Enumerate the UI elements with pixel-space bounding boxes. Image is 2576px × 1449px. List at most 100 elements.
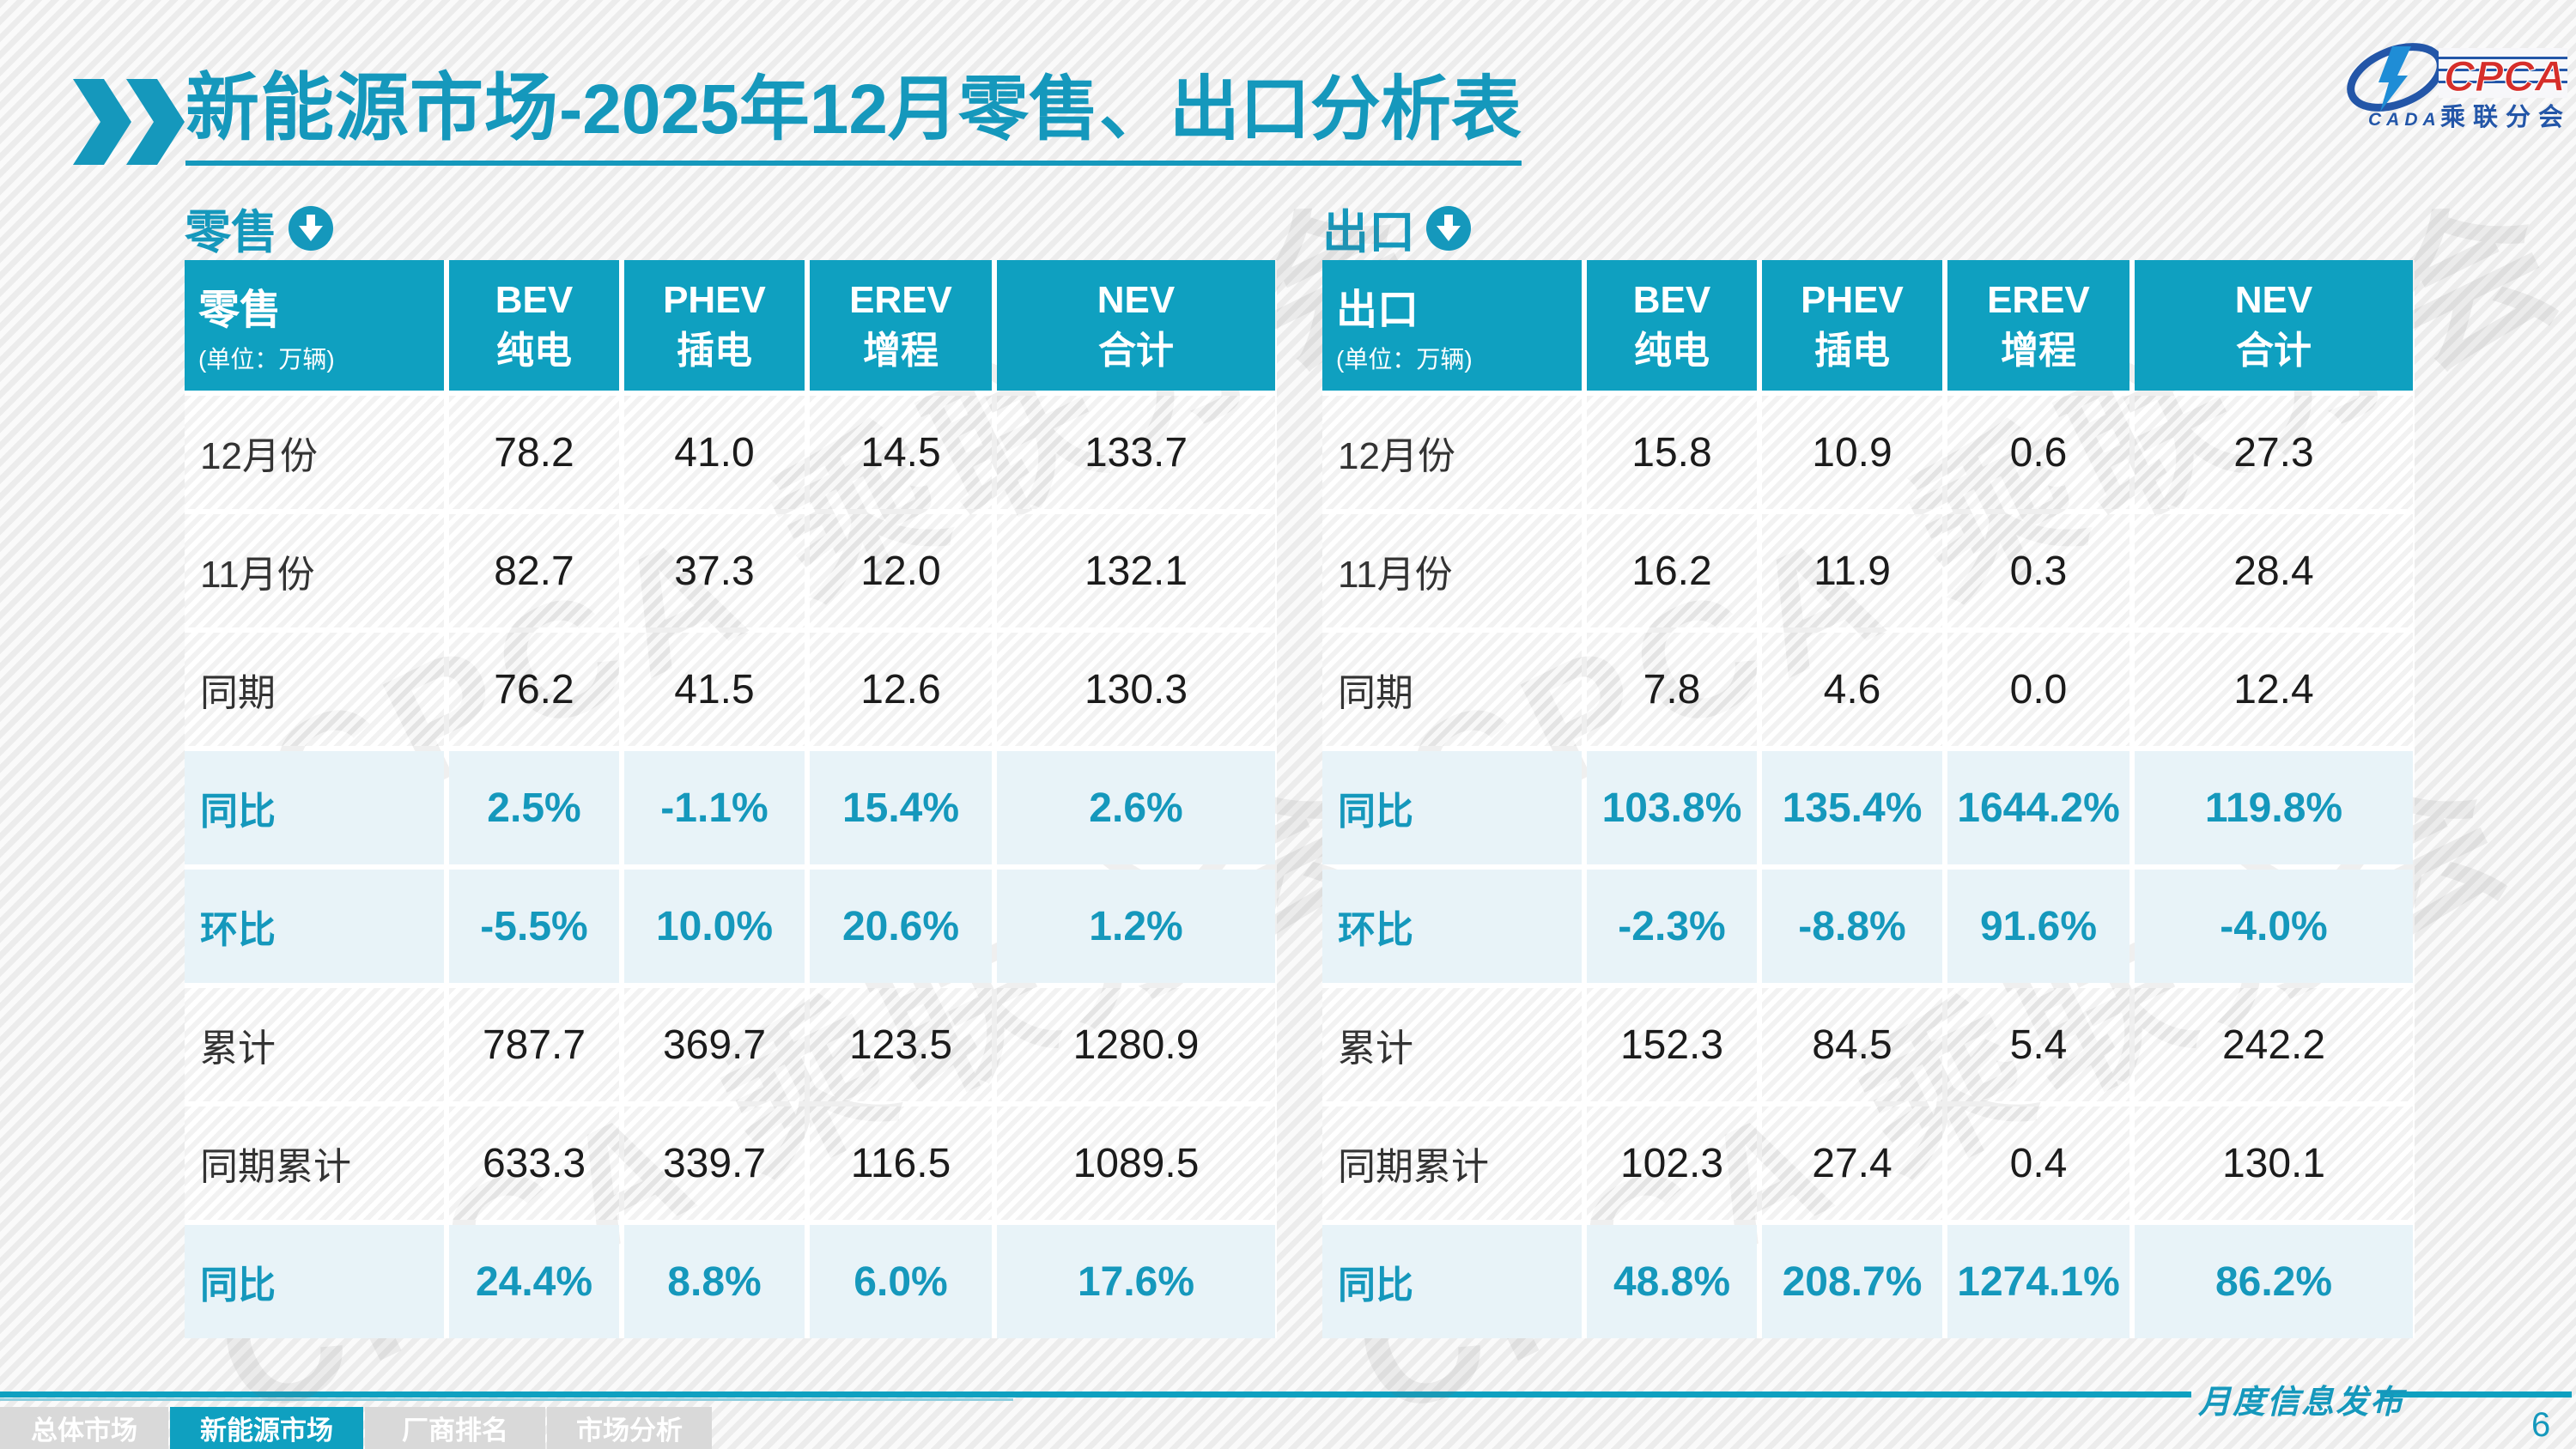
table-cell: 1.2%: [997, 870, 1275, 983]
table-cell: 135.4%: [1762, 751, 1942, 864]
table-row-label: 11月份: [1322, 514, 1582, 627]
column-header-line1: BEV: [1632, 278, 1711, 321]
cpca-label: CPCA: [2444, 52, 2566, 100]
column-header: PHEV 插电: [1762, 260, 1942, 391]
table-cell: 48.8%: [1587, 1225, 1757, 1338]
export-section-text: 出口: [1322, 207, 1415, 258]
table-cell: 339.7: [624, 1106, 805, 1220]
table-cell: 5.4: [1947, 988, 2129, 1101]
table-cell: 787.7: [449, 988, 619, 1101]
column-header-line2: 纯电: [1634, 330, 1710, 372]
table-header-unit: (单位：万辆): [198, 346, 335, 373]
table-cell: 27.3: [2135, 396, 2413, 509]
table-row-label: 累计: [1322, 988, 1582, 1101]
column-header-line1: PHEV: [663, 278, 766, 321]
table-cell: 0.0: [1947, 633, 2129, 746]
retail-section-label: 零售: [185, 194, 334, 262]
table-cell: 82.7: [449, 514, 619, 627]
column-header-line1: NEV: [1097, 278, 1176, 321]
table-cell: 12.4: [2135, 633, 2413, 746]
column-header: NEV 合计: [2135, 260, 2413, 391]
cada-label: CADA: [2368, 110, 2441, 130]
tab-3[interactable]: 市场分析: [547, 1407, 712, 1449]
table-cell: 28.4: [2135, 514, 2413, 627]
table-row-label: 12月份: [185, 396, 444, 509]
table-header-label: 零售 (单位：万辆): [185, 260, 444, 391]
footer-rule-left: [0, 1391, 2191, 1397]
table-cell: 41.0: [624, 396, 805, 509]
table-cell: 0.6: [1947, 396, 2129, 509]
column-header: EREV 增程: [810, 260, 992, 391]
table-cell: 15.8: [1587, 396, 1757, 509]
table-row-label: 同比: [185, 751, 444, 864]
table-cell: 1274.1%: [1947, 1225, 2129, 1338]
table-cell: 17.6%: [997, 1225, 1275, 1338]
table-header-unit: (单位：万辆): [1336, 346, 1473, 373]
table-cell: 4.6: [1762, 633, 1942, 746]
table-cell: 12.6: [810, 633, 992, 746]
table-cell: 2.6%: [997, 751, 1275, 864]
footer-rule-right: [2380, 1391, 2572, 1397]
table-cell: -2.3%: [1587, 870, 1757, 983]
table-cell: 24.4%: [449, 1225, 619, 1338]
column-header-line1: BEV: [495, 278, 574, 321]
down-arrow-icon: [1426, 205, 1471, 251]
down-arrow-icon: [289, 205, 333, 251]
column-header-line2: 增程: [2001, 330, 2076, 372]
table-header-title: 零售: [198, 288, 282, 333]
table-cell: 37.3: [624, 514, 805, 627]
table-cell: 91.6%: [1947, 870, 2129, 983]
column-header-line1: EREV: [1987, 278, 2090, 321]
column-header-line1: PHEV: [1801, 278, 1904, 321]
table-row-label: 同比: [1322, 1225, 1582, 1338]
table-cell: 10.0%: [624, 870, 805, 983]
cpca-subtitle: 乘联分会: [2440, 103, 2571, 131]
table-cell: 7.8: [1587, 633, 1757, 746]
column-header: NEV 合计: [997, 260, 1275, 391]
table-cell: 102.3: [1587, 1106, 1757, 1220]
table-cell: 11.9: [1762, 514, 1942, 627]
retail-table: CPCA 乘联分会CPCA 乘联分会零售(单位：万辆)BEV纯电PHEV插电ER…: [185, 162, 1455, 1449]
table-cell: 6.0%: [810, 1225, 992, 1338]
column-header-line2: 合计: [2236, 330, 2312, 372]
tab-1[interactable]: 新能源市场: [170, 1407, 363, 1449]
table-row-label: 同期累计: [1322, 1106, 1582, 1220]
tab-0[interactable]: 总体市场: [0, 1407, 168, 1449]
table-cell: 15.4%: [810, 751, 992, 864]
cpca-logo: CADA CPCA 乘联分会: [2347, 43, 2571, 131]
table-cell: 86.2%: [2135, 1225, 2413, 1338]
table-cell: 633.3: [449, 1106, 619, 1220]
table-row-label: 12月份: [1322, 396, 1582, 509]
table-cell: 1089.5: [997, 1106, 1275, 1220]
tab-2[interactable]: 厂商排名: [365, 1407, 545, 1449]
table-cell: 1280.9: [997, 988, 1275, 1101]
table-cell: 133.7: [997, 396, 1275, 509]
export-section-label: 出口: [1322, 194, 1472, 262]
footer-rule-sub: [0, 1398, 1013, 1401]
column-header: BEV 纯电: [449, 260, 619, 391]
column-header-line2: 合计: [1098, 330, 1174, 372]
table-cell: 84.5: [1762, 988, 1942, 1101]
table-cell: 27.4: [1762, 1106, 1942, 1220]
table-cell: 119.8%: [2135, 751, 2413, 864]
column-header: PHEV 插电: [624, 260, 805, 391]
table-cell: 16.2: [1587, 514, 1757, 627]
table-row-label: 11月份: [185, 514, 444, 627]
table-cell: 20.6%: [810, 870, 992, 983]
table-cell: 132.1: [997, 514, 1275, 627]
table-cell: -4.0%: [2135, 870, 2413, 983]
double-chevron-icon: [73, 79, 185, 165]
table-row-label: 同比: [1322, 751, 1582, 864]
table-cell: 12.0: [810, 514, 992, 627]
page-title: 新能源市场-2025年12月零售、出口分析表: [185, 69, 1522, 166]
export-table: CPCA 乘联分会CPCA 乘联分会出口(单位：万辆)BEV纯电PHEV插电ER…: [1322, 162, 2576, 1449]
table-cell: 208.7%: [1762, 1225, 1942, 1338]
table-cell: -1.1%: [624, 751, 805, 864]
table-cell: -8.8%: [1762, 870, 1942, 983]
table-cell: 41.5: [624, 633, 805, 746]
table-row-label: 同期: [1322, 633, 1582, 746]
column-header-line1: EREV: [849, 278, 952, 321]
table-cell: 78.2: [449, 396, 619, 509]
table-cell: 116.5: [810, 1106, 992, 1220]
